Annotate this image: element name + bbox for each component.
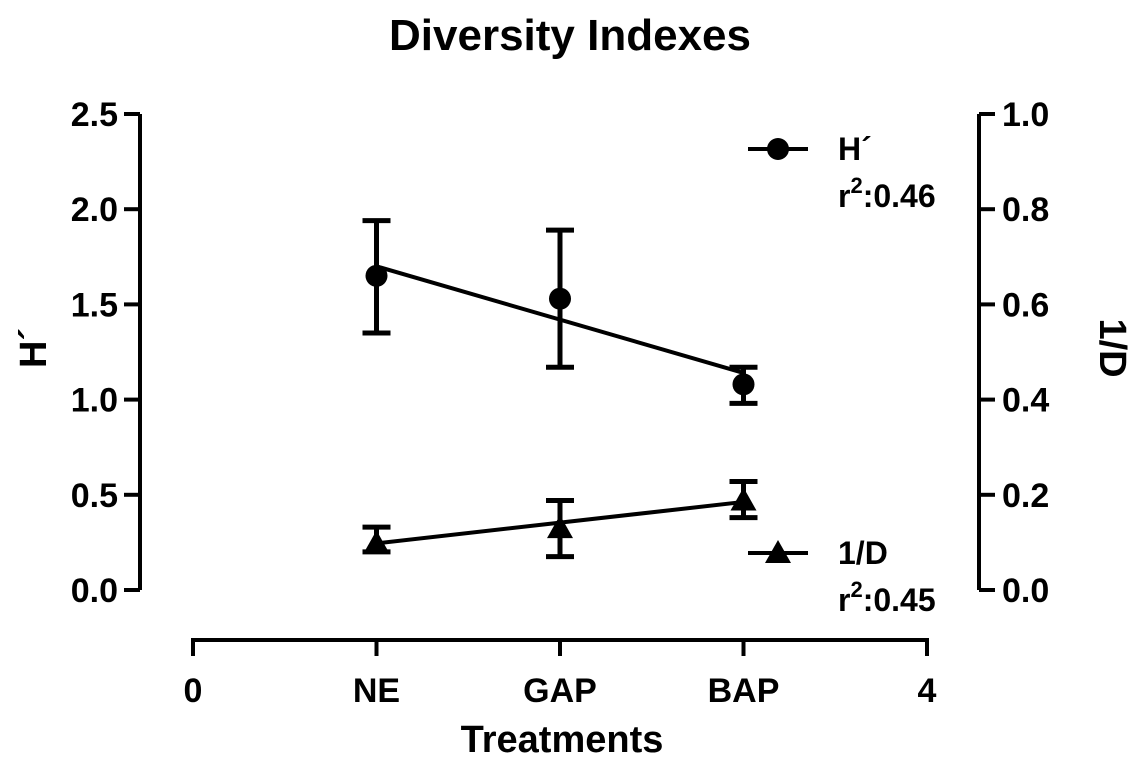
chart-title: Diversity Indexes — [389, 11, 751, 60]
y-right-tick-label: 1.0 — [1002, 96, 1049, 134]
x-axis-ticks: 0 NE GAP BAP 4 — [184, 640, 937, 710]
y-right-tick-label: 0.6 — [1002, 286, 1049, 324]
r2-symbol: r — [838, 582, 850, 618]
h-prime-point — [732, 373, 755, 396]
x-tick-label: GAP — [523, 672, 597, 710]
inv-d-point — [547, 515, 573, 539]
x-tick-label: 0 — [184, 672, 203, 710]
r2-superscript: 2 — [850, 577, 862, 602]
legend-h-prime-marker — [767, 138, 789, 160]
y-right-tick-label: 0.2 — [1002, 477, 1049, 515]
y-right-tick-label: 0.0 — [1002, 572, 1049, 610]
legend-inv-d-marker — [765, 540, 791, 563]
legend-inv-d-label: 1/D — [838, 535, 888, 571]
y-axis-right-title: 1/D — [1091, 318, 1133, 377]
y-right-tick-label: 0.4 — [1002, 382, 1049, 420]
x-tick-label: 4 — [918, 672, 937, 710]
y-axis-left-title: H´ — [13, 328, 55, 368]
legend: H´r2:0.461/Dr2:0.45 — [748, 131, 936, 618]
x-tick-label: BAP — [708, 672, 780, 710]
y-right-tick-label: 0.8 — [1002, 191, 1049, 229]
legend-inv-d-r2: r2:0.45 — [838, 577, 936, 618]
h-prime-point — [549, 287, 571, 310]
y-left-tick-label: 1.0 — [71, 382, 118, 420]
h-prime-point — [365, 264, 388, 287]
y-left-tick-label: 0.5 — [71, 477, 118, 515]
inv-d-point — [363, 530, 390, 554]
y-axis-right-ticks: 0.0 0.2 0.4 0.6 0.8 1.0 — [979, 96, 1049, 610]
r2-superscript: 2 — [850, 173, 862, 198]
legend-h-prime-r2: r2:0.46 — [838, 173, 936, 214]
r2-value: :0.46 — [863, 178, 936, 214]
y-axis-left-ticks: 0.0 0.5 1.0 1.5 2.0 2.5 — [71, 96, 140, 610]
y-left-tick-label: 0.0 — [71, 572, 118, 610]
y-left-tick-label: 2.5 — [71, 96, 118, 134]
plot-area — [362, 218, 758, 560]
y-left-tick-label: 1.5 — [71, 286, 118, 324]
r2-symbol: r — [838, 178, 850, 214]
inv-d-point — [730, 487, 757, 511]
y-left-tick-label: 2.0 — [71, 191, 118, 229]
legend-h-prime-label: H´ — [838, 131, 872, 167]
r2-value: :0.45 — [863, 582, 936, 618]
x-tick-label: NE — [353, 672, 400, 710]
x-axis-title: Treatments — [461, 719, 664, 757]
